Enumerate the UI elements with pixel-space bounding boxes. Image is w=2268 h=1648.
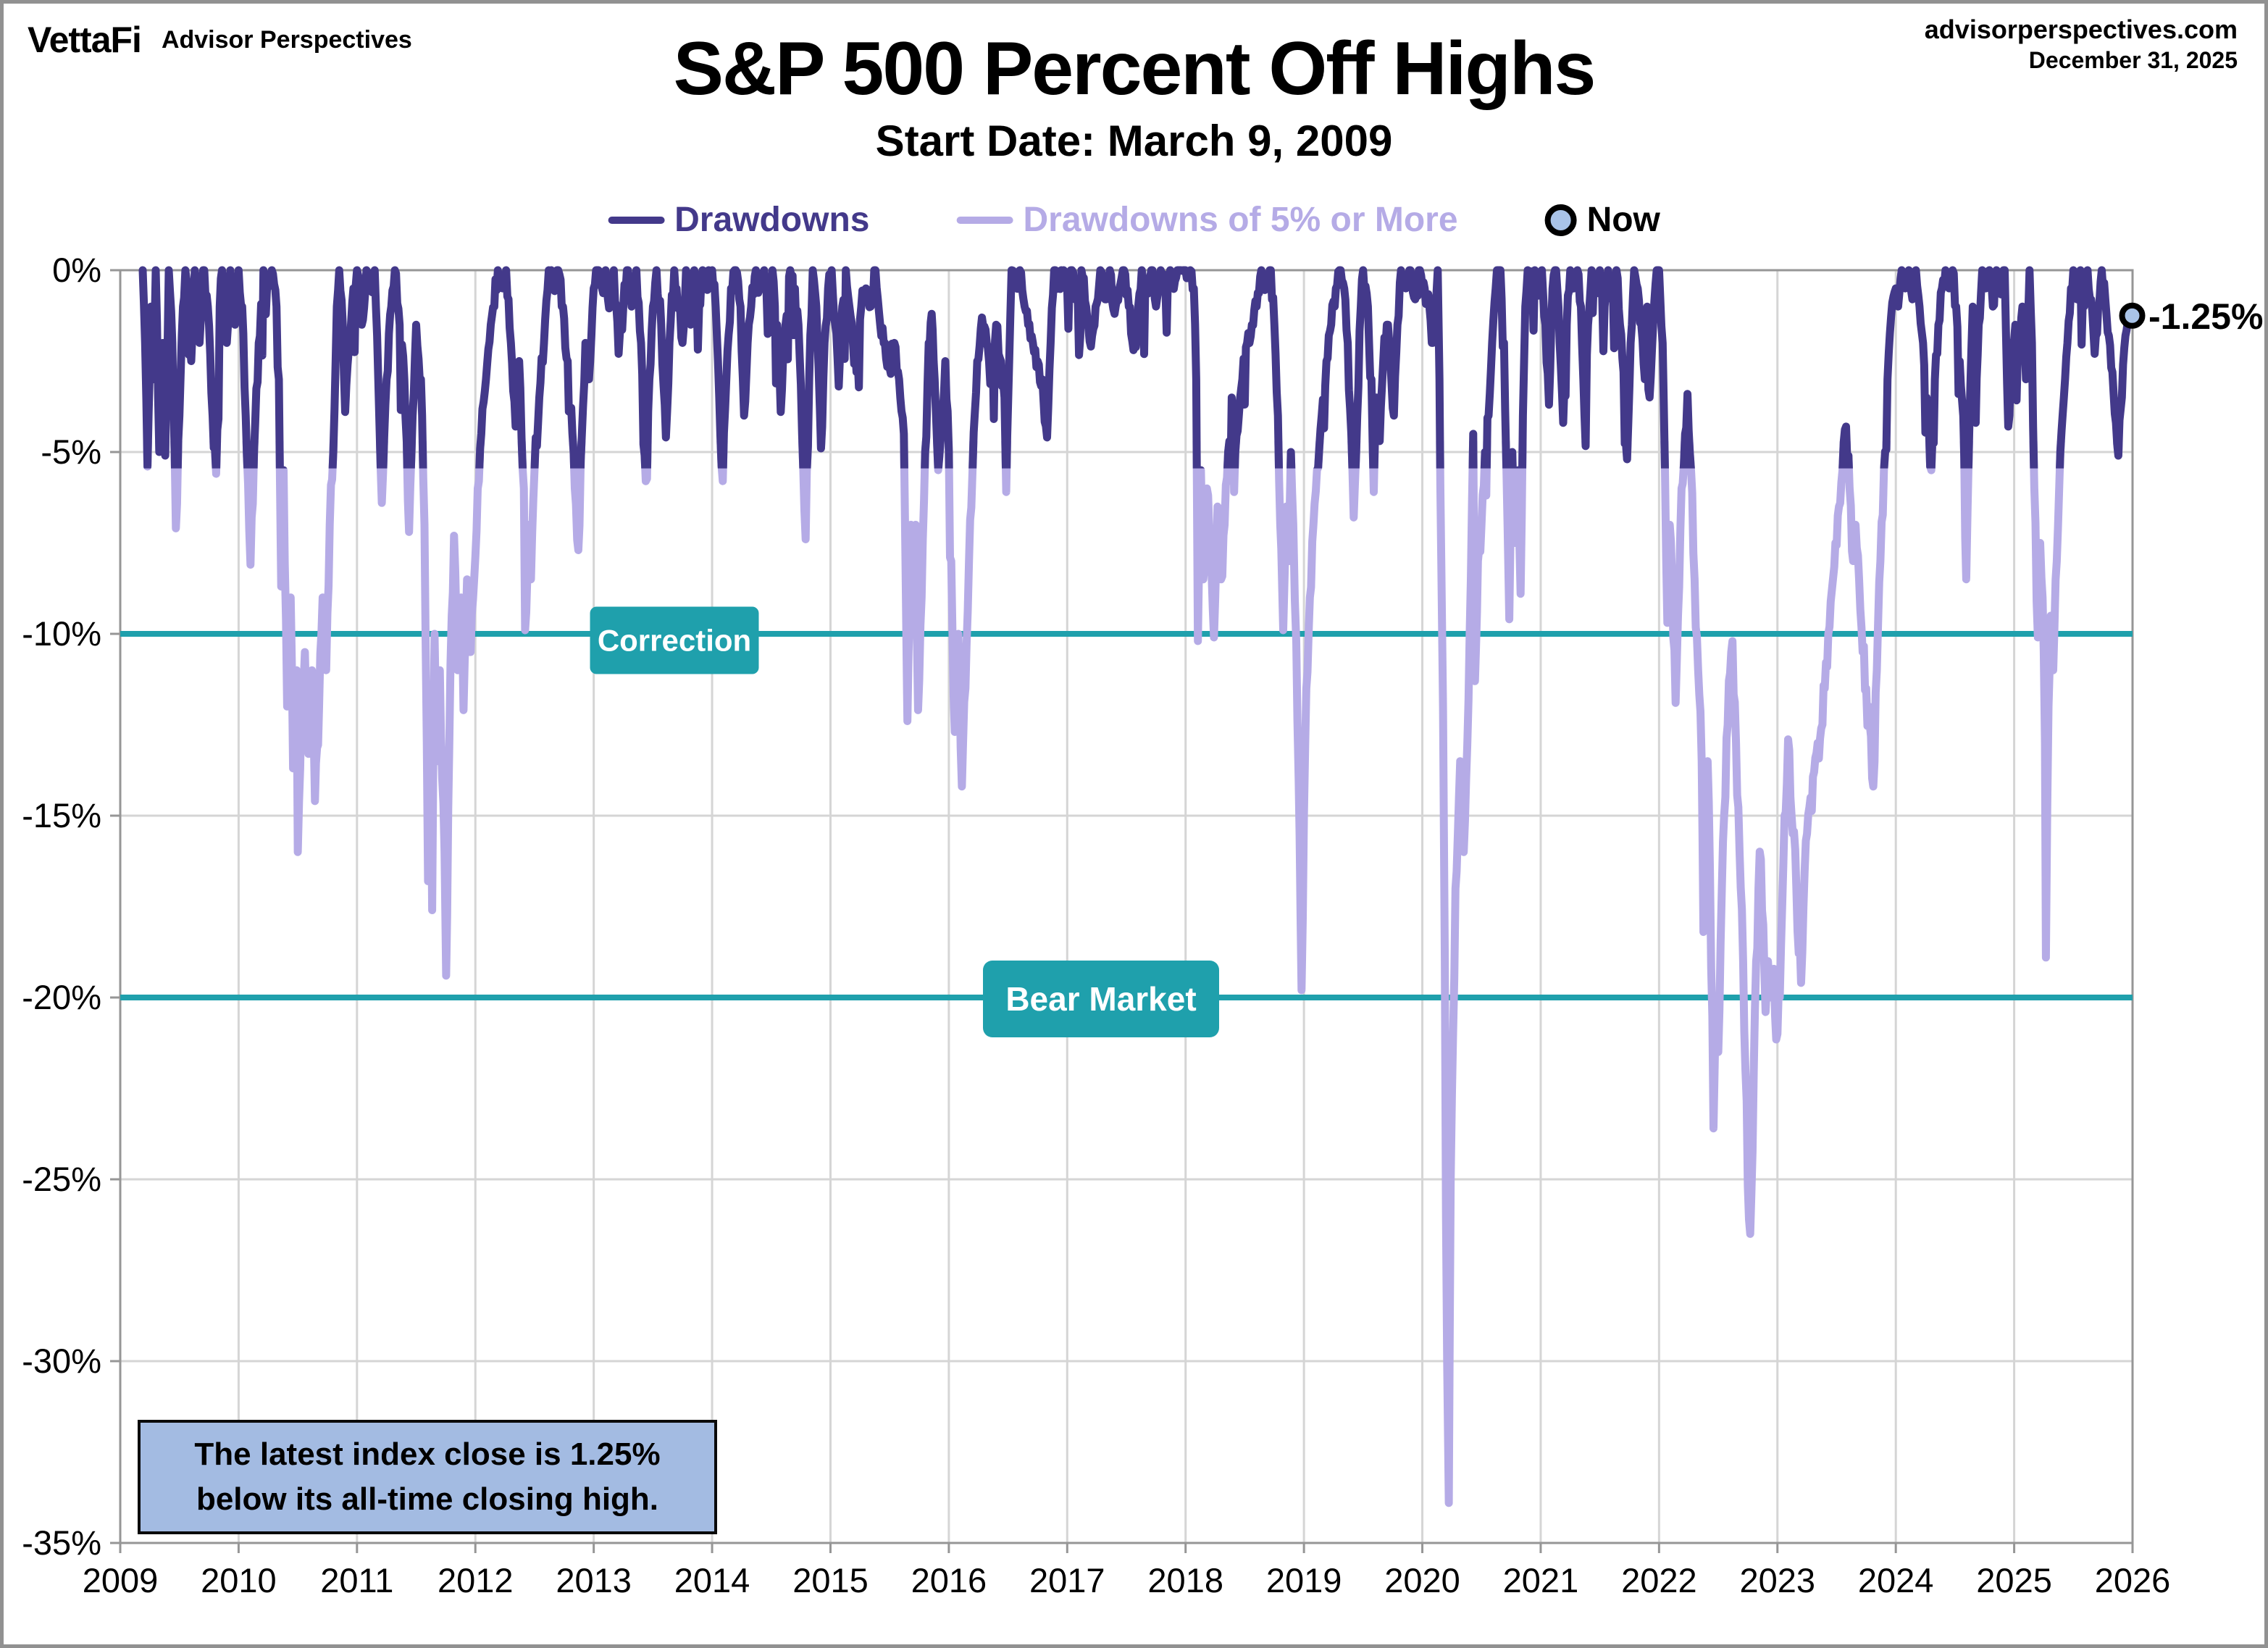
legend: Drawdowns Drawdowns of 5% or More Now: [608, 200, 1660, 240]
x-tick-label: 2019: [1266, 1561, 1342, 1599]
now-value-label: -1.25%: [2148, 296, 2264, 337]
y-tick-label: -20%: [22, 978, 101, 1016]
x-tick-label: 2025: [1976, 1561, 2052, 1599]
y-tick-label: 0%: [52, 251, 101, 289]
x-tick-label: 2018: [1147, 1561, 1223, 1599]
x-tick-label: 2021: [1503, 1561, 1579, 1599]
plot-area: 2009 2010 2011 2012 2013 2014 2015 2016 2017 2018…: [22, 251, 2170, 1599]
note-line-1: The latest index close is 1.25%: [194, 1436, 661, 1472]
x-axis-labels: 2009 2010 2011 2012 2013 2014 2015 2016 2017 2018…: [83, 1561, 2171, 1599]
now-legend-label: Now: [1586, 201, 1660, 239]
y-tick-label: -30%: [22, 1342, 101, 1380]
chart-subtitle: Start Date: March 9, 2009: [875, 117, 1393, 165]
correction-threshold-label: Correction: [590, 606, 759, 674]
x-tick-label: 2013: [556, 1561, 632, 1599]
legend-item-drawdowns-5-or-more: Drawdowns of 5% or More: [956, 200, 1458, 240]
y-axis-labels: 0% -5% -10% -15% -20% -25% -30% -35%: [22, 251, 101, 1562]
x-tick-label: 2009: [83, 1561, 159, 1599]
series-drawdowns-5-or-more: [143, 440, 2123, 1507]
source-url: advisorperspectives.com: [1924, 14, 2238, 44]
y-tick-label: -15%: [22, 796, 101, 835]
logo-text: VettaFi: [28, 20, 142, 60]
y-tick-label: -35%: [22, 1523, 101, 1562]
drawdowns-5plus-legend-label: Drawdowns of 5% or More: [1023, 201, 1458, 239]
x-tick-label: 2015: [792, 1561, 869, 1599]
drawdowns-legend-label: Drawdowns: [674, 201, 870, 239]
x-tick-label: 2017: [1029, 1561, 1105, 1599]
legend-item-drawdowns: Drawdowns: [608, 200, 869, 240]
series-drawdowns: [138, 266, 2136, 469]
bear-market-threshold-label: Bear Market: [983, 961, 1219, 1037]
x-tick-label: 2020: [1384, 1561, 1460, 1599]
drawdowns-5plus-line-swatch: [956, 216, 1013, 224]
y-tick-label: -10%: [22, 614, 101, 653]
source-block: advisorperspectives.com December 31, 202…: [1925, 13, 2238, 75]
legend-item-now: Now: [1544, 200, 1660, 240]
x-tick-label: 2011: [320, 1561, 393, 1599]
logo-subtext: Advisor Perspectives: [161, 25, 412, 54]
chart-title: S&P 500 Percent Off Highs: [673, 27, 1597, 111]
x-tick-label: 2023: [1739, 1561, 1815, 1599]
y-tick-label: -5%: [41, 432, 101, 471]
x-tick-label: 2014: [674, 1561, 750, 1599]
axis-ticks: [110, 269, 2134, 1553]
drawdowns-line-swatch: [608, 216, 665, 224]
latest-close-note: The latest index close is 1.25% below it…: [138, 1420, 717, 1534]
x-tick-label: 2010: [201, 1561, 277, 1599]
now-marker: [2119, 302, 2146, 329]
x-tick-label: 2022: [1621, 1561, 1697, 1599]
vettafi-logo: VettaFi Advisor Perspectives: [28, 19, 412, 61]
x-tick-label: 2024: [1858, 1561, 1934, 1599]
x-tick-label: 2016: [911, 1561, 987, 1599]
x-tick-label: 2012: [438, 1561, 514, 1599]
note-line-2: below its all-time closing high.: [196, 1481, 659, 1517]
y-tick-label: -25%: [22, 1160, 101, 1198]
x-tick-label: 2026: [2095, 1561, 2171, 1599]
now-marker-icon: [1544, 204, 1577, 236]
report-date: December 31, 2025: [2028, 47, 2238, 73]
